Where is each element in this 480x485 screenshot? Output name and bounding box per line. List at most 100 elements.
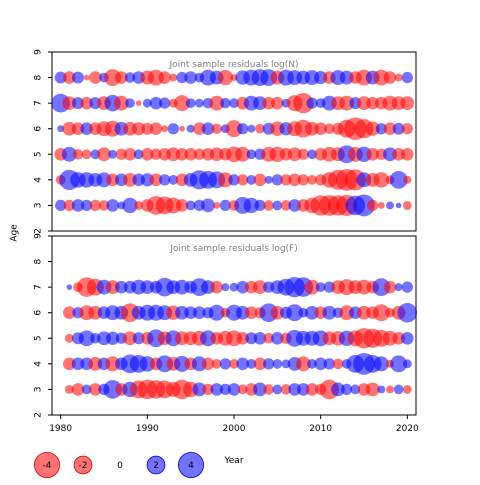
residual-bubble-1-age7-2009	[306, 97, 318, 109]
residual-bubble-2-age5-1983	[78, 330, 95, 347]
residual-bubble-2-age3-2005	[272, 384, 283, 395]
residual-bubble-1-age5-1982	[72, 149, 84, 160]
residual-bubble-2-age3-2000	[227, 383, 241, 396]
residual-bubble-2-age7-2020	[401, 281, 413, 293]
residual-bubble-1-age6-2001	[237, 123, 249, 135]
residual-bubble-2-age5-1989	[132, 332, 145, 345]
residual-bubble-1-age3-2016	[367, 199, 379, 212]
residual-bubble-1-age7-2020	[400, 96, 415, 111]
y-tick-label-1-5: 5	[34, 151, 44, 157]
residual-bubble-1-age8-1992	[158, 71, 171, 84]
residual-bubble-2-age4-2000	[229, 358, 239, 369]
residual-bubble-1-age6-2011	[324, 123, 335, 134]
residual-bubble-1-age3-2007	[288, 199, 301, 212]
residual-bubble-2-age5-2019	[392, 331, 405, 345]
residual-bubble-1-age6-2020	[401, 123, 413, 135]
residual-bubble-2-age3-1982	[71, 383, 85, 396]
residual-bubble-1-age5-2020	[401, 147, 414, 161]
residual-bubble-2-age3-1981	[64, 384, 74, 394]
residual-bubble-2-age4-1999	[219, 358, 231, 370]
y-tick-label-1-2: 2	[34, 228, 44, 234]
x-tick-label-1980: 1980	[49, 424, 72, 434]
residual-bubble-2-age3-2016	[365, 382, 380, 397]
residual-bubble-2-age6-2020	[397, 302, 418, 323]
y-tick-label-2-8: 8	[34, 258, 44, 264]
residual-bubble-1-age5-2009	[307, 149, 317, 160]
residual-bubble-1-age7-1994	[174, 95, 190, 112]
residual-bubble-2-age3-2007	[288, 383, 301, 396]
residual-bubble-1-age3-1999	[219, 199, 231, 212]
residual-bubble-1-age3-2017	[377, 201, 385, 209]
residual-bubble-1-age6-1980	[57, 125, 65, 133]
residual-bubble-1-age8-1994	[176, 71, 188, 84]
residual-bubble-1-age5-1996	[193, 148, 205, 160]
residual-bubble-2-age5-2020	[401, 331, 414, 345]
residual-bubble-2-age3-1996	[192, 382, 207, 397]
residual-bubble-2-age3-2018	[386, 385, 394, 394]
residual-bubble-1-age4-2009	[307, 174, 317, 185]
residual-bubble-1-age6-1997	[201, 122, 215, 136]
y-tick-label-1-6: 6	[34, 126, 44, 132]
residual-bubble-1-age7-1983	[80, 96, 93, 110]
residual-bubble-1-age6-1992	[161, 125, 169, 133]
residual-bubble-1-age5-1988	[123, 147, 137, 161]
residual-bubble-2-age4-2004	[263, 358, 275, 370]
residual-bubble-1-age3-1989	[134, 200, 144, 210]
residual-bubble-1-age8-1982	[72, 71, 84, 84]
legend-bubble-1	[73, 455, 93, 475]
legend-label-1: -2	[79, 461, 88, 471]
residual-bubble-1-age6-2019	[392, 122, 405, 135]
residual-bubble-1-age3-2005	[272, 200, 283, 211]
residual-bubble-2-age3-2009	[305, 383, 319, 396]
residual-bubble-1-age3-2018	[386, 201, 394, 210]
residual-bubble-2-age3-1984	[89, 383, 102, 396]
residual-bubble-1-age6-2017	[375, 123, 387, 135]
residual-bubble-2-age7-2018	[383, 280, 397, 294]
residual-bubble-1-age4-2019	[389, 170, 408, 189]
x-tick-label-2000: 2000	[223, 424, 246, 434]
legend-bubble-0	[34, 451, 61, 478]
residual-bubble-2-age4-2001	[236, 357, 249, 371]
residual-bubble-2-age7-2019	[394, 283, 403, 292]
residual-bubble-2-age6-2011	[322, 305, 337, 320]
residual-bubble-1-age5-2019	[392, 147, 405, 161]
residual-bubble-2-age4-2012	[332, 358, 344, 370]
residual-bubble-1-age7-1999	[220, 97, 231, 109]
residual-bubble-1-age6-2002	[247, 124, 256, 133]
residual-bubble-1-age5-1990	[141, 147, 154, 161]
residual-bubble-1-age3-1982	[71, 199, 85, 212]
y-tick-label-1-4: 4	[34, 177, 44, 183]
residual-bubble-1-age5-1981	[61, 146, 77, 162]
residual-bubble-2-age7-1981	[66, 284, 73, 290]
y-tick-label-2-2: 2	[34, 412, 44, 418]
residual-bubble-1-age5-2002	[246, 149, 257, 160]
residual-bubble-1-age4-2003	[253, 173, 267, 187]
residual-bubble-1-age6-1983	[80, 122, 93, 136]
residual-bubble-1-age7-1988	[125, 98, 135, 109]
residual-bubble-2-age3-2003	[253, 382, 267, 397]
residual-bubble-2-age3-2017	[377, 385, 386, 394]
residual-bubble-2-age4-2003	[253, 357, 267, 371]
residual-bubble-1-age5-2007	[287, 147, 302, 162]
residual-bubble-2-age4-2008	[295, 356, 311, 372]
residual-bubble-1-age6-2018	[383, 122, 397, 136]
residual-bubble-1-age5-1991	[150, 148, 162, 160]
y-tick-label-1-7: 7	[34, 100, 44, 106]
legend-bubble-4	[177, 451, 204, 478]
residual-bubble-2-age4-2009	[307, 358, 317, 369]
residual-bubble-1-age5-2016	[366, 147, 379, 161]
legend-label-3: 2	[153, 461, 159, 471]
residual-bubble-2-age4-2005	[272, 358, 283, 369]
residual-bubble-2-age3-2019	[393, 384, 404, 395]
residual-bubble-2-age4-1998	[211, 358, 222, 369]
residual-bubble-2-age4-1981	[63, 357, 76, 371]
residual-bubble-2-age3-2012	[331, 382, 345, 397]
panel-title-1: Joint sample residuals log(N)	[168, 60, 298, 70]
residual-bubble-2-age7-2001	[236, 280, 249, 294]
residual-bubble-1-age4-2000	[228, 174, 240, 186]
residual-bubble-1-age5-2008	[297, 148, 309, 160]
residual-bubble-2-age3-1998	[210, 383, 223, 396]
residual-bubble-2-age4-1997	[201, 357, 215, 371]
